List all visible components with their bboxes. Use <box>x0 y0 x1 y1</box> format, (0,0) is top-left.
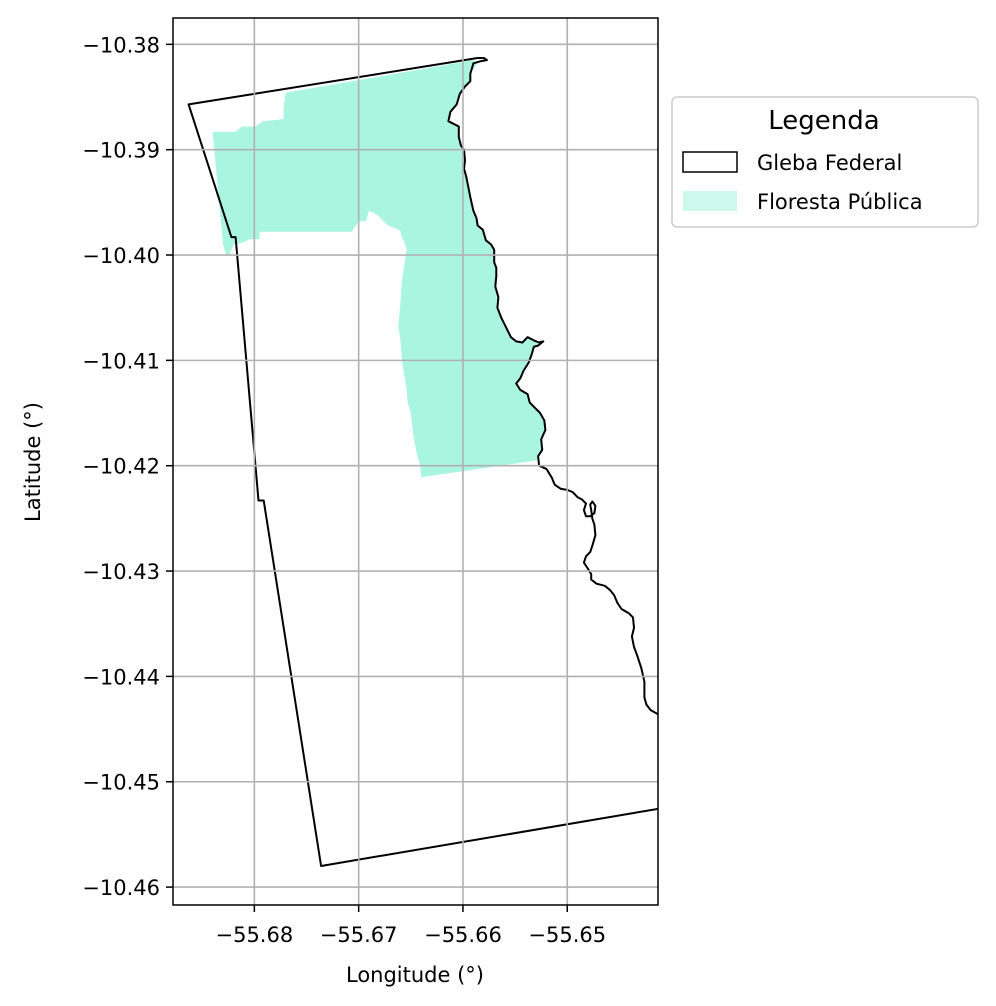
y-tick-label-8: −10.46 <box>82 876 160 900</box>
y-axis-label: Latitude (°) <box>21 402 45 522</box>
y-tick-label-7: −10.45 <box>82 771 160 795</box>
x-axis: −55.68 −55.67 −55.66 −55.65 <box>215 905 606 947</box>
legend-label-gleba-federal: Gleba Federal <box>757 151 902 175</box>
y-tick-label-3: −10.41 <box>82 349 160 373</box>
y-tick-label-5: −10.43 <box>82 560 160 584</box>
y-tick-label-1: −10.39 <box>82 139 160 163</box>
y-axis: −10.38 −10.39 −10.40 −10.41 −10.42 −10.43 −10.… <box>82 33 173 900</box>
x-tick-label-0: −55.68 <box>215 923 293 947</box>
legend-box <box>671 96 979 228</box>
x-tick-label-2: −55.66 <box>424 923 502 947</box>
x-tick-label-1: −55.67 <box>320 923 398 947</box>
legend-swatch-gleba-federal <box>682 151 738 173</box>
legend-swatch-floresta-publica <box>683 191 737 211</box>
y-tick-label-4: −10.42 <box>82 455 160 479</box>
x-axis-label: Longitude (°) <box>346 963 484 987</box>
legend-label-floresta-publica: Floresta Pública <box>757 190 923 214</box>
grid-lines <box>173 18 658 905</box>
x-tick-label-3: −55.65 <box>528 923 606 947</box>
y-tick-label-2: −10.40 <box>82 244 160 268</box>
y-tick-label-0: −10.38 <box>82 33 160 57</box>
layer-gleba-federal <box>187 57 658 867</box>
legend: Legenda Gleba Federal Floresta Pública <box>671 96 979 228</box>
y-tick-label-6: −10.44 <box>82 665 160 689</box>
legend-title: Legenda <box>768 106 879 136</box>
plot-frame <box>172 17 659 906</box>
